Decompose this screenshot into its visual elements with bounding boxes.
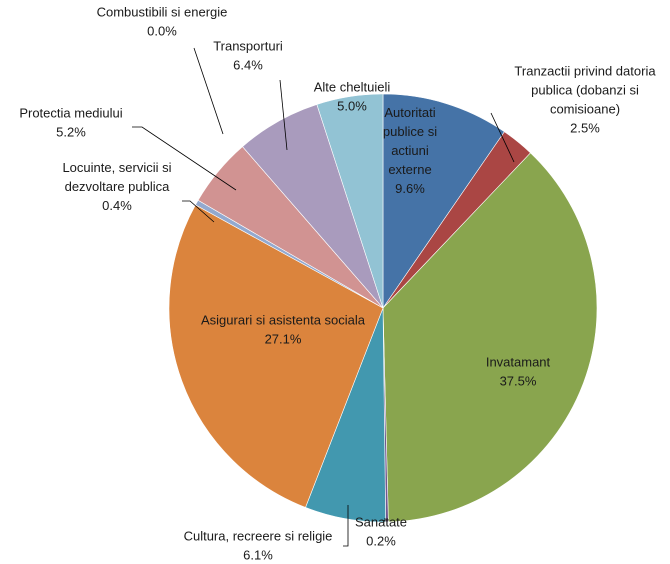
- slice-category-label: actiuni: [391, 143, 429, 158]
- slice-label: Sanatate 0.2%: [355, 515, 407, 549]
- slice-category-label: Sanatate: [355, 515, 407, 530]
- slice-value-label: 9.6%: [395, 181, 425, 196]
- slice-label: Combustibili si energie 0.0%: [97, 5, 228, 39]
- slice-value-label: 5.2%: [56, 125, 86, 140]
- slice-category-label: Combustibili si energie: [97, 5, 228, 20]
- pie-slice: [168, 204, 384, 508]
- slice-value-label: 27.1%: [265, 332, 302, 347]
- slice-category-label: Protectia mediului: [19, 106, 122, 121]
- slice-category-label: Transporturi: [213, 39, 283, 54]
- slice-category-label: dezvoltare publica: [65, 179, 171, 194]
- slice-category-label: Cultura, recreere si religie: [184, 529, 333, 544]
- pie-slice: [382, 93, 505, 309]
- leader-line: [279, 79, 288, 151]
- slice-category-label: externe: [388, 162, 431, 177]
- leader-line: [132, 126, 237, 191]
- slice-category-label: publica (dobanzi si: [531, 83, 639, 98]
- leader-line: [380, 518, 386, 522]
- slice-category-label: Tranzactii privind datoria: [514, 64, 656, 79]
- slice-value-label: 6.4%: [233, 58, 263, 73]
- leader-line: [193, 47, 224, 135]
- leader-line: [490, 112, 515, 163]
- slice-value-label: 0.4%: [102, 198, 132, 213]
- pie-slices: [168, 93, 598, 523]
- slice-label: Protectia mediului 5.2%: [19, 106, 122, 140]
- slice-label: Cultura, recreere si religie 6.1%: [184, 529, 333, 563]
- slice-labels: Autoritati publice si actiuni externe 9.6% Tr…: [19, 5, 656, 563]
- slice-value-label: 37.5%: [500, 374, 537, 389]
- slice-category-label: Invatamant: [486, 355, 551, 370]
- slice-label: Asigurari si asistenta sociala 27.1%: [201, 313, 366, 347]
- leader-lines: [132, 47, 515, 547]
- slice-label: Tranzactii privind datoria publica (doban…: [514, 64, 656, 136]
- slice-label: Alte cheltuieli 5.0%: [314, 80, 391, 114]
- slice-value-label: 0.0%: [147, 24, 177, 39]
- slice-category-label: Alte cheltuieli: [314, 80, 391, 95]
- slice-label: Autoritati publice si actiuni externe 9.6%: [383, 105, 437, 196]
- slice-label: Invatamant 37.5%: [486, 355, 551, 389]
- slice-value-label: 2.5%: [570, 121, 600, 136]
- slice-category-label: Asigurari si asistenta sociala: [201, 313, 366, 328]
- slice-label: Locuinte, servicii si dezvoltare publica 0…: [62, 160, 171, 213]
- slice-category-label: publice si: [383, 124, 437, 139]
- slice-category-label: Locuinte, servicii si: [62, 160, 171, 175]
- slice-value-label: 0.2%: [366, 534, 396, 549]
- slice-category-label: Autoritati: [384, 105, 435, 120]
- pie-slice: [316, 93, 384, 309]
- slice-value-label: 6.1%: [243, 548, 273, 563]
- slice-value-label: 5.0%: [337, 99, 367, 114]
- slice-label: Transporturi 6.4%: [213, 39, 283, 73]
- slice-category-label: comisioane): [550, 102, 620, 117]
- leader-line: [182, 200, 215, 223]
- leader-line: [343, 505, 349, 547]
- pie-slice: [382, 152, 598, 523]
